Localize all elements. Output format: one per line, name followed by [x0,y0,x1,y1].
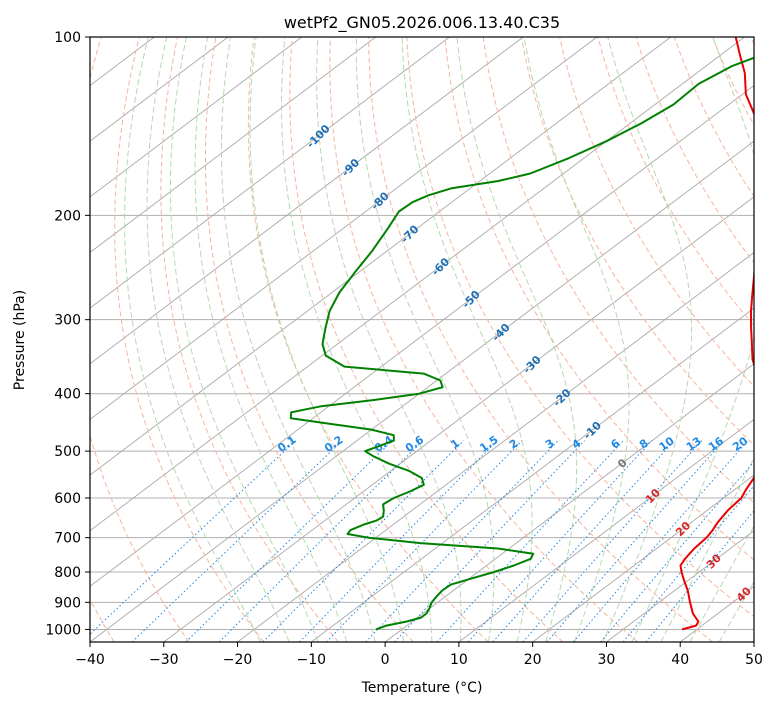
sounding-profiles [289,37,754,631]
isotherm-line [90,140,754,642]
x-tick-label: 50 [745,652,763,668]
y-tick-label: 200 [54,208,81,224]
isotherm-line [90,37,229,142]
mixing-ratio-line [492,440,675,642]
mixing-ratio-line [218,440,424,642]
dry-adiabat [114,37,265,642]
dry-adiabat [90,37,190,642]
plot-area-background [90,37,754,642]
dry-adiabat [406,37,754,618]
y-tick-label: 800 [54,565,81,581]
isotherm-line [237,251,754,642]
isotherm-line [384,363,754,642]
moist-adiabat [124,37,261,642]
moist-adiabat [631,37,754,642]
moist-adiabat [401,37,533,642]
temperature-profile [679,37,754,631]
x-tick-label: 40 [671,652,689,668]
mixing-ratio-line [394,440,585,642]
isotherm-line [532,474,754,642]
moist-adiabat [169,37,319,642]
mixing-ratio-line [436,440,624,642]
x-tick-label: −40 [75,652,105,668]
y-tick-label: 700 [54,531,81,547]
y-tick-label: 900 [54,595,81,611]
moist-adiabat [221,37,376,642]
moist-adiabat [456,37,578,642]
x-tick-label: −10 [297,652,327,668]
dry-adiabat [247,37,489,642]
mixing-ratio-line [299,440,498,642]
moist-adiabat [523,37,630,642]
dry-adiabat [160,37,339,642]
dry-adiabat [521,37,754,446]
isotherm-line [90,37,524,365]
isotherm-line [90,37,672,476]
mixing-ratio-line [573,440,749,642]
x-tick-label: −20 [223,652,253,668]
moist-adiabat [316,37,462,642]
mixing-ratio-line [546,440,725,642]
x-tick-label: 10 [450,652,468,668]
moist-adiabat [146,37,290,642]
dry-adiabat [205,37,414,642]
chart-title: wetPf2_GN05.2026.006.13.40.C35 [284,13,560,33]
dry-adiabat [559,37,754,387]
plot-frame [89,36,755,643]
y-axis-title: Pressure (hPa) [12,290,28,390]
moist-adiabat [249,37,404,642]
dewpoint-profile [289,56,754,631]
isotherm-line [163,196,754,642]
mixing-ratio-line [522,440,703,642]
moist-adiabat [194,37,348,642]
x-tick-label: 20 [524,652,542,668]
moist-adiabat [718,580,754,642]
isotherm-line [458,418,754,642]
moist-adiabat [660,456,754,642]
dry-adiabat [329,37,639,642]
dry-adiabat [368,37,714,642]
x-tick-label: 0 [381,652,390,668]
dry-adiabat [482,37,754,504]
y-tick-label: 100 [54,30,81,46]
mixing-ratio-line [365,440,559,642]
mixing-ratio-line [326,440,523,642]
isotherm-line [90,37,450,309]
dry-adiabat [444,37,754,561]
y-tick-label: 300 [54,313,81,329]
isotherm-line [90,37,303,198]
y-tick-label: 600 [54,491,81,507]
isotherm-line [90,37,598,420]
x-tick-label: 30 [598,652,616,668]
isotherm-line [90,84,754,587]
mixing-ratio-label: 25 [755,434,775,453]
moist-adiabat [602,37,693,642]
mixing-ratio-line [645,510,754,642]
mixing-ratio-line [467,440,653,642]
y-tick-label: 500 [54,444,81,460]
dry-adiabat [289,37,564,642]
axes: −40 −30 −20 −10 0 10 20 30 40 50 100 200 300 400 500 60… [45,30,763,668]
isotherm-line [753,641,754,642]
isotherm-line [606,530,754,642]
y-tick-label: 400 [54,387,81,403]
x-tick-label: −30 [149,652,179,668]
moist-adiabat [355,37,495,642]
isotherm-line [90,37,376,254]
reference-lines [90,37,754,642]
x-axis-title: Temperature (°C) [361,680,483,696]
mixing-ratio-line [185,440,393,642]
y-tick-label: 1000 [45,622,81,638]
moist-adiabat [689,524,754,642]
